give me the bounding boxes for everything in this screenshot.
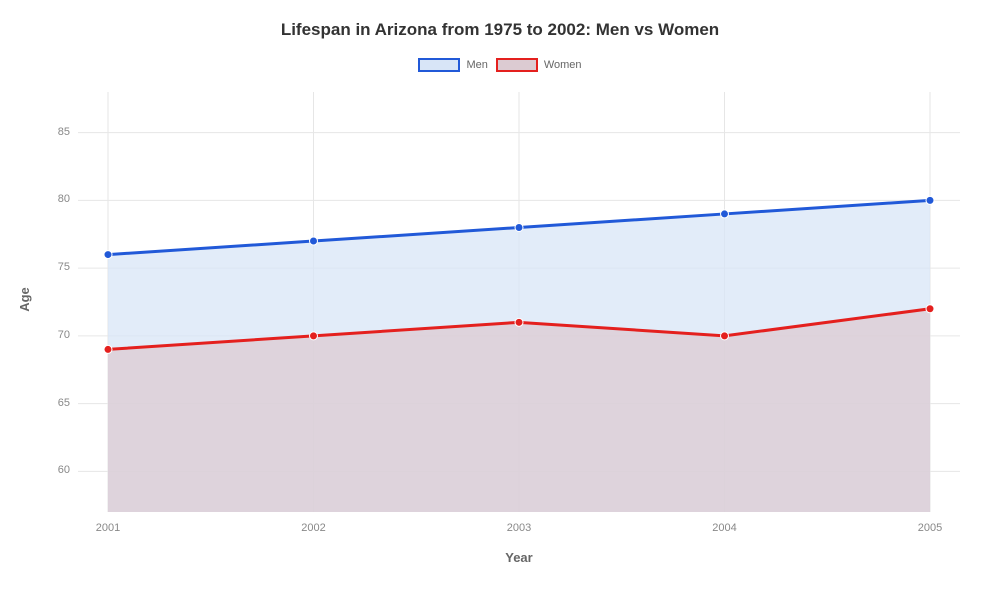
plot-area xyxy=(78,92,960,512)
marker-women[interactable] xyxy=(926,305,934,313)
legend-item-women[interactable]: Women xyxy=(496,58,582,72)
y-tick-label: 80 xyxy=(40,193,70,205)
y-tick-label: 75 xyxy=(40,261,70,273)
y-tick-label: 85 xyxy=(40,126,70,138)
legend-label-men: Men xyxy=(466,59,487,71)
x-axis-label: Year xyxy=(78,550,960,565)
marker-women[interactable] xyxy=(721,332,729,340)
y-tick-label: 60 xyxy=(40,464,70,476)
chart-container: Lifespan in Arizona from 1975 to 2002: M… xyxy=(0,0,1000,600)
legend-swatch-men xyxy=(418,58,460,72)
chart-title: Lifespan in Arizona from 1975 to 2002: M… xyxy=(0,20,1000,40)
y-tick-label: 65 xyxy=(40,397,70,409)
plot-svg xyxy=(78,92,960,512)
x-tick-label: 2003 xyxy=(507,522,531,534)
marker-women[interactable] xyxy=(104,345,112,353)
x-tick-label: 2002 xyxy=(301,522,325,534)
marker-women[interactable] xyxy=(310,332,318,340)
x-tick-label: 2001 xyxy=(96,522,120,534)
marker-men[interactable] xyxy=(310,237,318,245)
x-tick-label: 2005 xyxy=(918,522,942,534)
marker-men[interactable] xyxy=(721,210,729,218)
legend: Men Women xyxy=(0,58,1000,72)
marker-men[interactable] xyxy=(104,251,112,259)
legend-swatch-women xyxy=(496,58,538,72)
legend-item-men[interactable]: Men xyxy=(418,58,487,72)
x-tick-label: 2004 xyxy=(712,522,736,534)
legend-label-women: Women xyxy=(544,59,582,71)
marker-men[interactable] xyxy=(515,223,523,231)
y-axis-label: Age xyxy=(17,287,32,312)
y-tick-label: 70 xyxy=(40,329,70,341)
marker-women[interactable] xyxy=(515,318,523,326)
marker-men[interactable] xyxy=(926,196,934,204)
